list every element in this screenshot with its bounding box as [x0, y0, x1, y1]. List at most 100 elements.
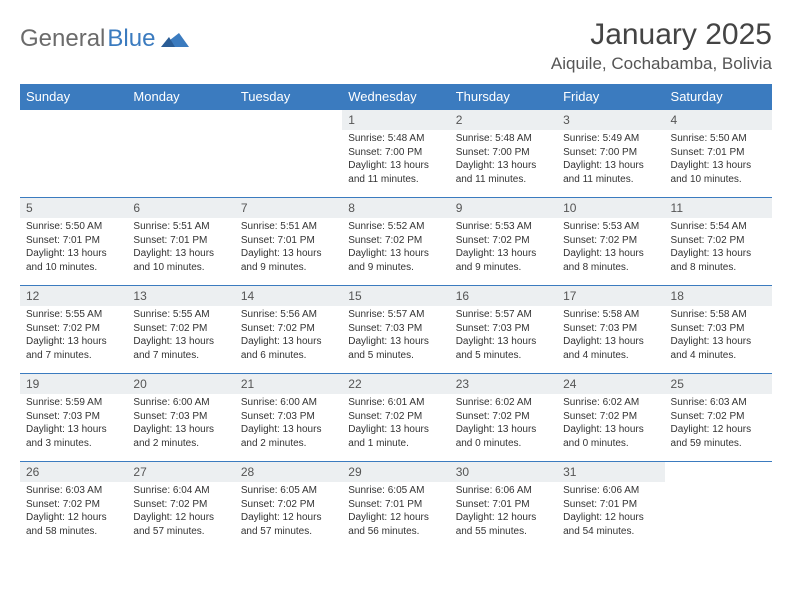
calendar-day-cell: 28Sunrise: 6:05 AMSunset: 7:02 PMDayligh…	[235, 462, 342, 550]
day-details: Sunrise: 6:02 AMSunset: 7:02 PMDaylight:…	[450, 394, 557, 454]
day-number: 15	[342, 286, 449, 306]
calendar-day-cell: 18Sunrise: 5:58 AMSunset: 7:03 PMDayligh…	[665, 286, 772, 374]
day-number: 26	[20, 462, 127, 482]
calendar-day-cell: 12Sunrise: 5:55 AMSunset: 7:02 PMDayligh…	[20, 286, 127, 374]
calendar-day-cell: 20Sunrise: 6:00 AMSunset: 7:03 PMDayligh…	[127, 374, 234, 462]
day-details: Sunrise: 5:56 AMSunset: 7:02 PMDaylight:…	[235, 306, 342, 366]
calendar-empty-cell	[235, 110, 342, 198]
calendar-day-cell: 1Sunrise: 5:48 AMSunset: 7:00 PMDaylight…	[342, 110, 449, 198]
weekday-header: Monday	[127, 84, 234, 110]
calendar-empty-cell	[20, 110, 127, 198]
day-number: 4	[665, 110, 772, 130]
brand-word-2: Blue	[107, 25, 155, 53]
day-number: 7	[235, 198, 342, 218]
calendar-day-cell: 13Sunrise: 5:55 AMSunset: 7:02 PMDayligh…	[127, 286, 234, 374]
day-details: Sunrise: 5:55 AMSunset: 7:02 PMDaylight:…	[127, 306, 234, 366]
day-number: 27	[127, 462, 234, 482]
calendar-week-row: 12Sunrise: 5:55 AMSunset: 7:02 PMDayligh…	[20, 286, 772, 374]
calendar-day-cell: 27Sunrise: 6:04 AMSunset: 7:02 PMDayligh…	[127, 462, 234, 550]
calendar-day-cell: 30Sunrise: 6:06 AMSunset: 7:01 PMDayligh…	[450, 462, 557, 550]
calendar-day-cell: 23Sunrise: 6:02 AMSunset: 7:02 PMDayligh…	[450, 374, 557, 462]
day-number: 21	[235, 374, 342, 394]
day-details: Sunrise: 6:04 AMSunset: 7:02 PMDaylight:…	[127, 482, 234, 542]
day-number: 14	[235, 286, 342, 306]
day-number: 2	[450, 110, 557, 130]
day-details: Sunrise: 6:05 AMSunset: 7:01 PMDaylight:…	[342, 482, 449, 542]
day-number: 25	[665, 374, 772, 394]
calendar-day-cell: 24Sunrise: 6:02 AMSunset: 7:02 PMDayligh…	[557, 374, 664, 462]
day-details: Sunrise: 5:59 AMSunset: 7:03 PMDaylight:…	[20, 394, 127, 454]
day-number: 18	[665, 286, 772, 306]
weekday-header: Sunday	[20, 84, 127, 110]
page-title: January 2025	[551, 18, 772, 52]
day-number: 23	[450, 374, 557, 394]
calendar-table: SundayMondayTuesdayWednesdayThursdayFrid…	[20, 84, 772, 550]
calendar-header-row: SundayMondayTuesdayWednesdayThursdayFrid…	[20, 84, 772, 110]
day-details: Sunrise: 6:00 AMSunset: 7:03 PMDaylight:…	[235, 394, 342, 454]
location-subtitle: Aiquile, Cochabamba, Bolivia	[551, 54, 772, 74]
day-number: 29	[342, 462, 449, 482]
calendar-day-cell: 15Sunrise: 5:57 AMSunset: 7:03 PMDayligh…	[342, 286, 449, 374]
day-details: Sunrise: 5:55 AMSunset: 7:02 PMDaylight:…	[20, 306, 127, 366]
day-number: 10	[557, 198, 664, 218]
day-details: Sunrise: 5:58 AMSunset: 7:03 PMDaylight:…	[557, 306, 664, 366]
day-details: Sunrise: 6:03 AMSunset: 7:02 PMDaylight:…	[20, 482, 127, 542]
calendar-day-cell: 8Sunrise: 5:52 AMSunset: 7:02 PMDaylight…	[342, 198, 449, 286]
day-number: 9	[450, 198, 557, 218]
header: GeneralBlue January 2025 Aiquile, Cochab…	[20, 18, 772, 74]
day-number: 8	[342, 198, 449, 218]
day-details: Sunrise: 5:50 AMSunset: 7:01 PMDaylight:…	[665, 130, 772, 190]
calendar-day-cell: 5Sunrise: 5:50 AMSunset: 7:01 PMDaylight…	[20, 198, 127, 286]
day-number: 11	[665, 198, 772, 218]
calendar-day-cell: 6Sunrise: 5:51 AMSunset: 7:01 PMDaylight…	[127, 198, 234, 286]
day-details: Sunrise: 6:01 AMSunset: 7:02 PMDaylight:…	[342, 394, 449, 454]
day-details: Sunrise: 5:53 AMSunset: 7:02 PMDaylight:…	[557, 218, 664, 278]
weekday-header: Tuesday	[235, 84, 342, 110]
calendar-day-cell: 7Sunrise: 5:51 AMSunset: 7:01 PMDaylight…	[235, 198, 342, 286]
day-details: Sunrise: 5:50 AMSunset: 7:01 PMDaylight:…	[20, 218, 127, 278]
day-details: Sunrise: 6:00 AMSunset: 7:03 PMDaylight:…	[127, 394, 234, 454]
calendar-empty-cell	[665, 462, 772, 550]
day-number: 31	[557, 462, 664, 482]
day-details: Sunrise: 5:57 AMSunset: 7:03 PMDaylight:…	[342, 306, 449, 366]
calendar-day-cell: 14Sunrise: 5:56 AMSunset: 7:02 PMDayligh…	[235, 286, 342, 374]
day-details: Sunrise: 5:54 AMSunset: 7:02 PMDaylight:…	[665, 218, 772, 278]
day-details: Sunrise: 6:05 AMSunset: 7:02 PMDaylight:…	[235, 482, 342, 542]
day-details: Sunrise: 5:57 AMSunset: 7:03 PMDaylight:…	[450, 306, 557, 366]
day-details: Sunrise: 6:06 AMSunset: 7:01 PMDaylight:…	[450, 482, 557, 542]
calendar-day-cell: 9Sunrise: 5:53 AMSunset: 7:02 PMDaylight…	[450, 198, 557, 286]
calendar-day-cell: 11Sunrise: 5:54 AMSunset: 7:02 PMDayligh…	[665, 198, 772, 286]
calendar-day-cell: 31Sunrise: 6:06 AMSunset: 7:01 PMDayligh…	[557, 462, 664, 550]
calendar-week-row: 5Sunrise: 5:50 AMSunset: 7:01 PMDaylight…	[20, 198, 772, 286]
day-details: Sunrise: 5:51 AMSunset: 7:01 PMDaylight:…	[235, 218, 342, 278]
day-number: 12	[20, 286, 127, 306]
calendar-day-cell: 29Sunrise: 6:05 AMSunset: 7:01 PMDayligh…	[342, 462, 449, 550]
day-details: Sunrise: 5:52 AMSunset: 7:02 PMDaylight:…	[342, 218, 449, 278]
day-number: 30	[450, 462, 557, 482]
calendar-week-row: 19Sunrise: 5:59 AMSunset: 7:03 PMDayligh…	[20, 374, 772, 462]
calendar-week-row: 26Sunrise: 6:03 AMSunset: 7:02 PMDayligh…	[20, 462, 772, 550]
day-details: Sunrise: 6:03 AMSunset: 7:02 PMDaylight:…	[665, 394, 772, 454]
calendar-empty-cell	[127, 110, 234, 198]
title-block: January 2025 Aiquile, Cochabamba, Bolivi…	[551, 18, 772, 74]
weekday-header: Thursday	[450, 84, 557, 110]
day-details: Sunrise: 5:51 AMSunset: 7:01 PMDaylight:…	[127, 218, 234, 278]
day-number: 6	[127, 198, 234, 218]
day-details: Sunrise: 5:58 AMSunset: 7:03 PMDaylight:…	[665, 306, 772, 366]
day-details: Sunrise: 6:02 AMSunset: 7:02 PMDaylight:…	[557, 394, 664, 454]
day-number: 5	[20, 198, 127, 218]
brand-word-1: General	[20, 25, 105, 53]
calendar-day-cell: 17Sunrise: 5:58 AMSunset: 7:03 PMDayligh…	[557, 286, 664, 374]
calendar-body: 1Sunrise: 5:48 AMSunset: 7:00 PMDaylight…	[20, 110, 772, 550]
day-number: 20	[127, 374, 234, 394]
calendar-day-cell: 10Sunrise: 5:53 AMSunset: 7:02 PMDayligh…	[557, 198, 664, 286]
calendar-day-cell: 25Sunrise: 6:03 AMSunset: 7:02 PMDayligh…	[665, 374, 772, 462]
calendar-day-cell: 22Sunrise: 6:01 AMSunset: 7:02 PMDayligh…	[342, 374, 449, 462]
calendar-week-row: 1Sunrise: 5:48 AMSunset: 7:00 PMDaylight…	[20, 110, 772, 198]
day-number: 16	[450, 286, 557, 306]
day-number: 24	[557, 374, 664, 394]
calendar-day-cell: 3Sunrise: 5:49 AMSunset: 7:00 PMDaylight…	[557, 110, 664, 198]
calendar-day-cell: 4Sunrise: 5:50 AMSunset: 7:01 PMDaylight…	[665, 110, 772, 198]
calendar-day-cell: 26Sunrise: 6:03 AMSunset: 7:02 PMDayligh…	[20, 462, 127, 550]
calendar-day-cell: 21Sunrise: 6:00 AMSunset: 7:03 PMDayligh…	[235, 374, 342, 462]
